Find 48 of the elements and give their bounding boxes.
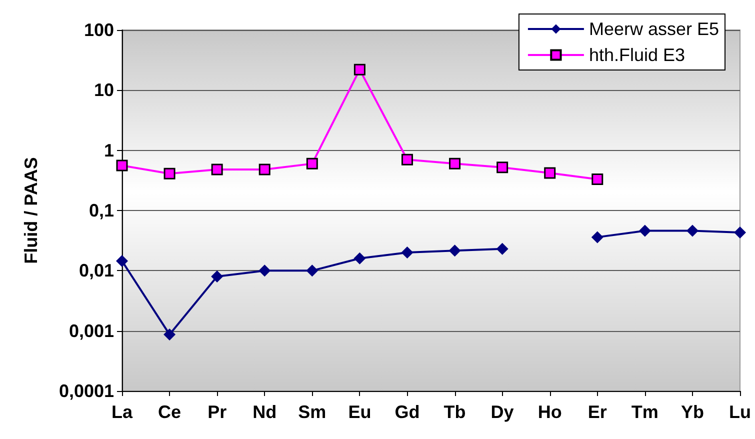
y-tick-label: 0,0001	[58, 381, 114, 401]
x-tick-label: Pr	[208, 402, 227, 422]
point	[258, 164, 270, 176]
point	[734, 226, 746, 239]
point	[448, 244, 461, 257]
point	[116, 254, 128, 267]
x-tick-label: Gd	[394, 402, 420, 422]
x-tick-label: Tm	[631, 402, 658, 422]
legend-label: hth.Fluid E3	[588, 45, 686, 65]
legend-label: Meerw asser E5	[588, 19, 720, 39]
x-tick-label: Ho	[538, 402, 562, 422]
point	[496, 162, 508, 174]
x-tick-label: Er	[588, 402, 607, 422]
y-tick-label: 0,01	[78, 260, 114, 281]
point	[258, 264, 271, 277]
point	[686, 224, 698, 237]
point	[592, 174, 604, 186]
x-tick-label: La	[111, 402, 134, 422]
point	[306, 264, 318, 277]
point	[211, 270, 224, 282]
x-tick-label: Yb	[680, 402, 704, 422]
x-tick-label: Dy	[490, 402, 514, 422]
point	[354, 252, 366, 264]
y-tick-label: 10	[94, 80, 114, 100]
y-axis-title: Fluid / PAAS	[21, 157, 41, 264]
point	[401, 246, 414, 259]
y-tick-label: 100	[84, 20, 114, 40]
point	[164, 328, 176, 340]
point	[591, 231, 604, 244]
x-tick-label: Eu	[348, 402, 372, 422]
point	[638, 224, 651, 237]
point	[164, 168, 176, 180]
point	[496, 242, 508, 255]
point	[116, 160, 128, 172]
x-tick-label: Lu	[729, 402, 751, 422]
point	[401, 154, 413, 166]
x-tick-label: Nd	[252, 402, 277, 422]
point	[544, 167, 556, 179]
x-tick-label: Sm	[298, 402, 326, 422]
x-tick-label: Tb	[444, 402, 466, 422]
y-tick-label: 0,001	[68, 320, 114, 341]
y-tick-label: 1	[104, 140, 114, 160]
x-tick-label: Ce	[158, 402, 182, 422]
point	[354, 64, 366, 76]
y-tick-label: 0,1	[88, 200, 114, 220]
point	[211, 164, 223, 176]
point	[306, 158, 318, 170]
point	[449, 158, 461, 170]
